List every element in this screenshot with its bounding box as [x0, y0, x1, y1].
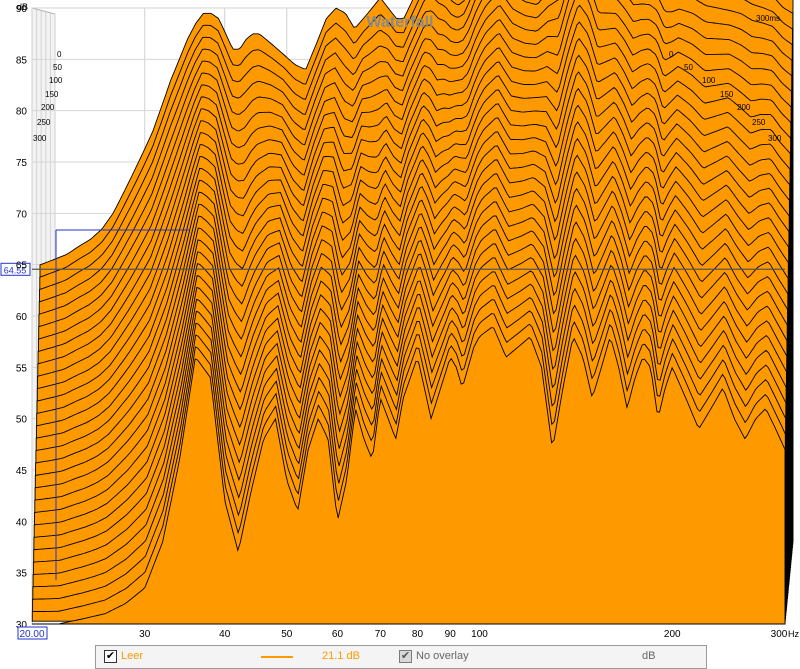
- time-tick-label: 300: [768, 134, 782, 143]
- y-tick-label: 35: [16, 569, 28, 580]
- x-tick-label: 80: [412, 629, 424, 640]
- x-tick-label: 300: [771, 629, 788, 640]
- time-tick-label: 200: [737, 103, 751, 112]
- time-tick-label: 150: [720, 90, 734, 99]
- time-tick-label: 250: [37, 118, 51, 127]
- y-tick-label: 75: [16, 158, 28, 169]
- time-tick-label: 100: [49, 76, 63, 85]
- y-tick-label: 60: [16, 312, 28, 323]
- y-tick-label: 85: [16, 55, 28, 66]
- overlay-checkbox[interactable]: ✔: [399, 650, 412, 663]
- x-tick-label: 90: [445, 629, 457, 640]
- time-tick-label: 300: [33, 134, 47, 143]
- x-tick-label: 40: [219, 629, 231, 640]
- y-unit-label: dB: [17, 2, 28, 12]
- x-start-box: [17, 626, 48, 640]
- x-tick-label: 20.00: [19, 629, 44, 640]
- time-axis-label: 300ms: [756, 14, 780, 23]
- time-tick-label: 200: [41, 103, 55, 112]
- x-tick-label: 200: [664, 629, 681, 640]
- series-label: Leer: [121, 650, 144, 662]
- unit-label: dB: [642, 650, 656, 662]
- series-color-line: [261, 656, 293, 658]
- overlay-label: No overlay: [416, 650, 469, 662]
- series-checkbox[interactable]: ✔: [104, 650, 117, 663]
- time-tick-label: 0: [57, 50, 62, 59]
- x-tick-label: 60: [332, 629, 344, 640]
- y-tick-label: 40: [16, 517, 28, 528]
- time-tick-label: 100: [702, 76, 716, 85]
- time-tick-label: 50: [53, 63, 62, 72]
- waterfall-slices: [31, 0, 794, 625]
- y-tick-label: 70: [16, 209, 28, 220]
- y-tick-label: 30: [16, 620, 28, 631]
- cursor-readout: 64.55: [4, 265, 27, 275]
- y-tick-label: 65: [16, 261, 28, 272]
- legend-bar: ✔ Leer 21.1 dB ✔ No overlay dB: [95, 645, 707, 669]
- time-tick-label: 150: [45, 90, 59, 99]
- y-tick-label: 90: [16, 4, 28, 15]
- y-tick-label: 50: [16, 415, 28, 426]
- y-tick-label: 45: [16, 466, 28, 477]
- y-tick-label: 55: [16, 363, 28, 374]
- time-tick-label: 0: [669, 50, 674, 59]
- time-tick-label: 50: [684, 63, 693, 72]
- x-unit-label: Hz: [788, 629, 799, 639]
- smoothing-value: 21.1 dB: [322, 650, 360, 662]
- x-tick-label: 30: [139, 629, 151, 640]
- chart-title: Waterfall: [367, 14, 434, 31]
- y-tick-label: 80: [16, 107, 28, 118]
- x-tick-label: 100: [471, 629, 488, 640]
- waterfall-slice: [32, 327, 786, 625]
- cursor-readout-box: [0, 262, 31, 276]
- x-tick-label: 50: [281, 629, 293, 640]
- time-tick-label: 250: [752, 118, 766, 127]
- x-tick-label: 70: [375, 629, 387, 640]
